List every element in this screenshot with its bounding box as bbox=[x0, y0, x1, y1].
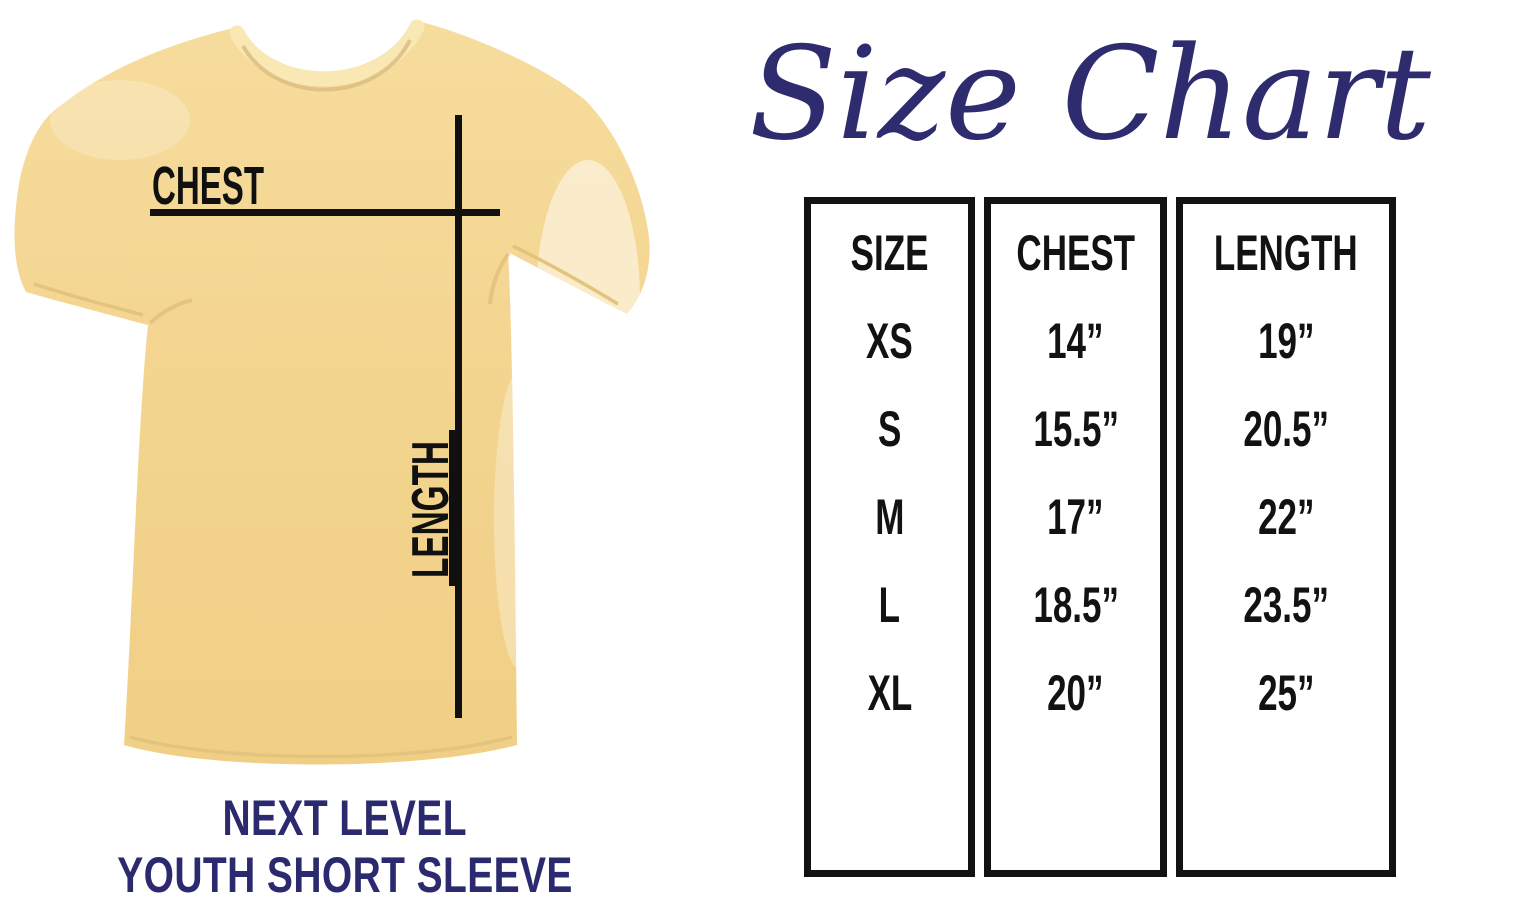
tshirt-diagram: CHEST LENGTH bbox=[14, 19, 650, 765]
size-table-column-length: LENGTH 19” 20.5” 22” 23.5” 25” bbox=[1176, 197, 1396, 877]
length-label: LENGTH bbox=[402, 441, 460, 578]
size-value-l: L bbox=[878, 577, 901, 633]
chest-value-xl: 20” bbox=[1047, 665, 1104, 721]
table-cell: 19” bbox=[1183, 297, 1389, 385]
length-value-s: 20.5” bbox=[1243, 401, 1330, 457]
left-underarm-crease bbox=[148, 298, 193, 325]
size-value-xl: XL bbox=[867, 665, 912, 721]
column-header-size: SIZE bbox=[850, 225, 929, 281]
tshirt-graphic bbox=[14, 22, 650, 765]
table-header-cell: SIZE bbox=[811, 209, 968, 297]
shirt-highlight bbox=[494, 370, 546, 670]
table-cell: 14” bbox=[991, 297, 1160, 385]
product-name: NEXT LEVEL bbox=[222, 790, 468, 846]
length-value-l: 23.5” bbox=[1243, 577, 1330, 633]
column-header-length: LENGTH bbox=[1214, 225, 1359, 281]
length-measurement-line bbox=[455, 115, 462, 718]
table-cell: L bbox=[811, 561, 968, 649]
table-header-cell: LENGTH bbox=[1183, 209, 1389, 297]
product-caption-line1: NEXT LEVEL bbox=[30, 790, 660, 847]
chest-value-s: 15.5” bbox=[1032, 401, 1119, 457]
table-cell: 20.5” bbox=[1183, 385, 1389, 473]
table-cell: S bbox=[811, 385, 968, 473]
product-caption: NEXT LEVEL YOUTH SHORT SLEEVE bbox=[30, 790, 660, 903]
table-cell: 22” bbox=[1183, 473, 1389, 561]
size-value-xs: XS bbox=[866, 313, 913, 369]
table-cell: 25” bbox=[1183, 649, 1389, 737]
chest-label: CHEST bbox=[152, 156, 264, 216]
table-header-cell: CHEST bbox=[991, 209, 1160, 297]
length-value-m: 22” bbox=[1258, 489, 1315, 545]
size-table: SIZE XS S M L XL CHEST 14” bbox=[804, 197, 1396, 877]
table-cell: XS bbox=[811, 297, 968, 385]
length-label-underline bbox=[449, 430, 455, 586]
chest-value-m: 17” bbox=[1047, 489, 1104, 545]
size-table-column-size: SIZE XS S M L XL bbox=[804, 197, 975, 877]
table-cell: 18.5” bbox=[991, 561, 1160, 649]
collar-inner-edge bbox=[241, 39, 412, 92]
table-cell: XL bbox=[811, 649, 968, 737]
right-underarm-crease bbox=[488, 251, 511, 305]
size-value-m: M bbox=[874, 489, 905, 545]
shirt-highlight bbox=[536, 160, 640, 440]
table-cell: 20” bbox=[991, 649, 1160, 737]
hem-stitch bbox=[129, 735, 513, 759]
size-table-column-chest: CHEST 14” 15.5” 17” 18.5” 20” bbox=[983, 197, 1168, 877]
chest-value-xs: 14” bbox=[1047, 313, 1104, 369]
table-cell: 15.5” bbox=[991, 385, 1160, 473]
product-style: YOUTH SHORT SLEEVE bbox=[117, 846, 573, 903]
size-value-s: S bbox=[877, 401, 902, 457]
chest-value-l: 18.5” bbox=[1032, 577, 1119, 633]
collar-band bbox=[229, 19, 425, 87]
length-value-xl: 25” bbox=[1258, 665, 1315, 721]
right-sleeve-stitch bbox=[512, 244, 619, 306]
table-cell: 17” bbox=[991, 473, 1160, 561]
product-caption-line2: YOUTH SHORT SLEEVE bbox=[30, 847, 660, 904]
column-header-chest: CHEST bbox=[1016, 225, 1136, 281]
left-sleeve-stitch bbox=[33, 282, 144, 317]
shirt-highlight bbox=[50, 80, 190, 160]
chest-measurement-line bbox=[150, 209, 500, 216]
table-cell: M bbox=[811, 473, 968, 561]
table-cell: 23.5” bbox=[1183, 561, 1389, 649]
length-value-xs: 19” bbox=[1258, 313, 1315, 369]
size-chart-title: Size Chart bbox=[749, 20, 1431, 169]
